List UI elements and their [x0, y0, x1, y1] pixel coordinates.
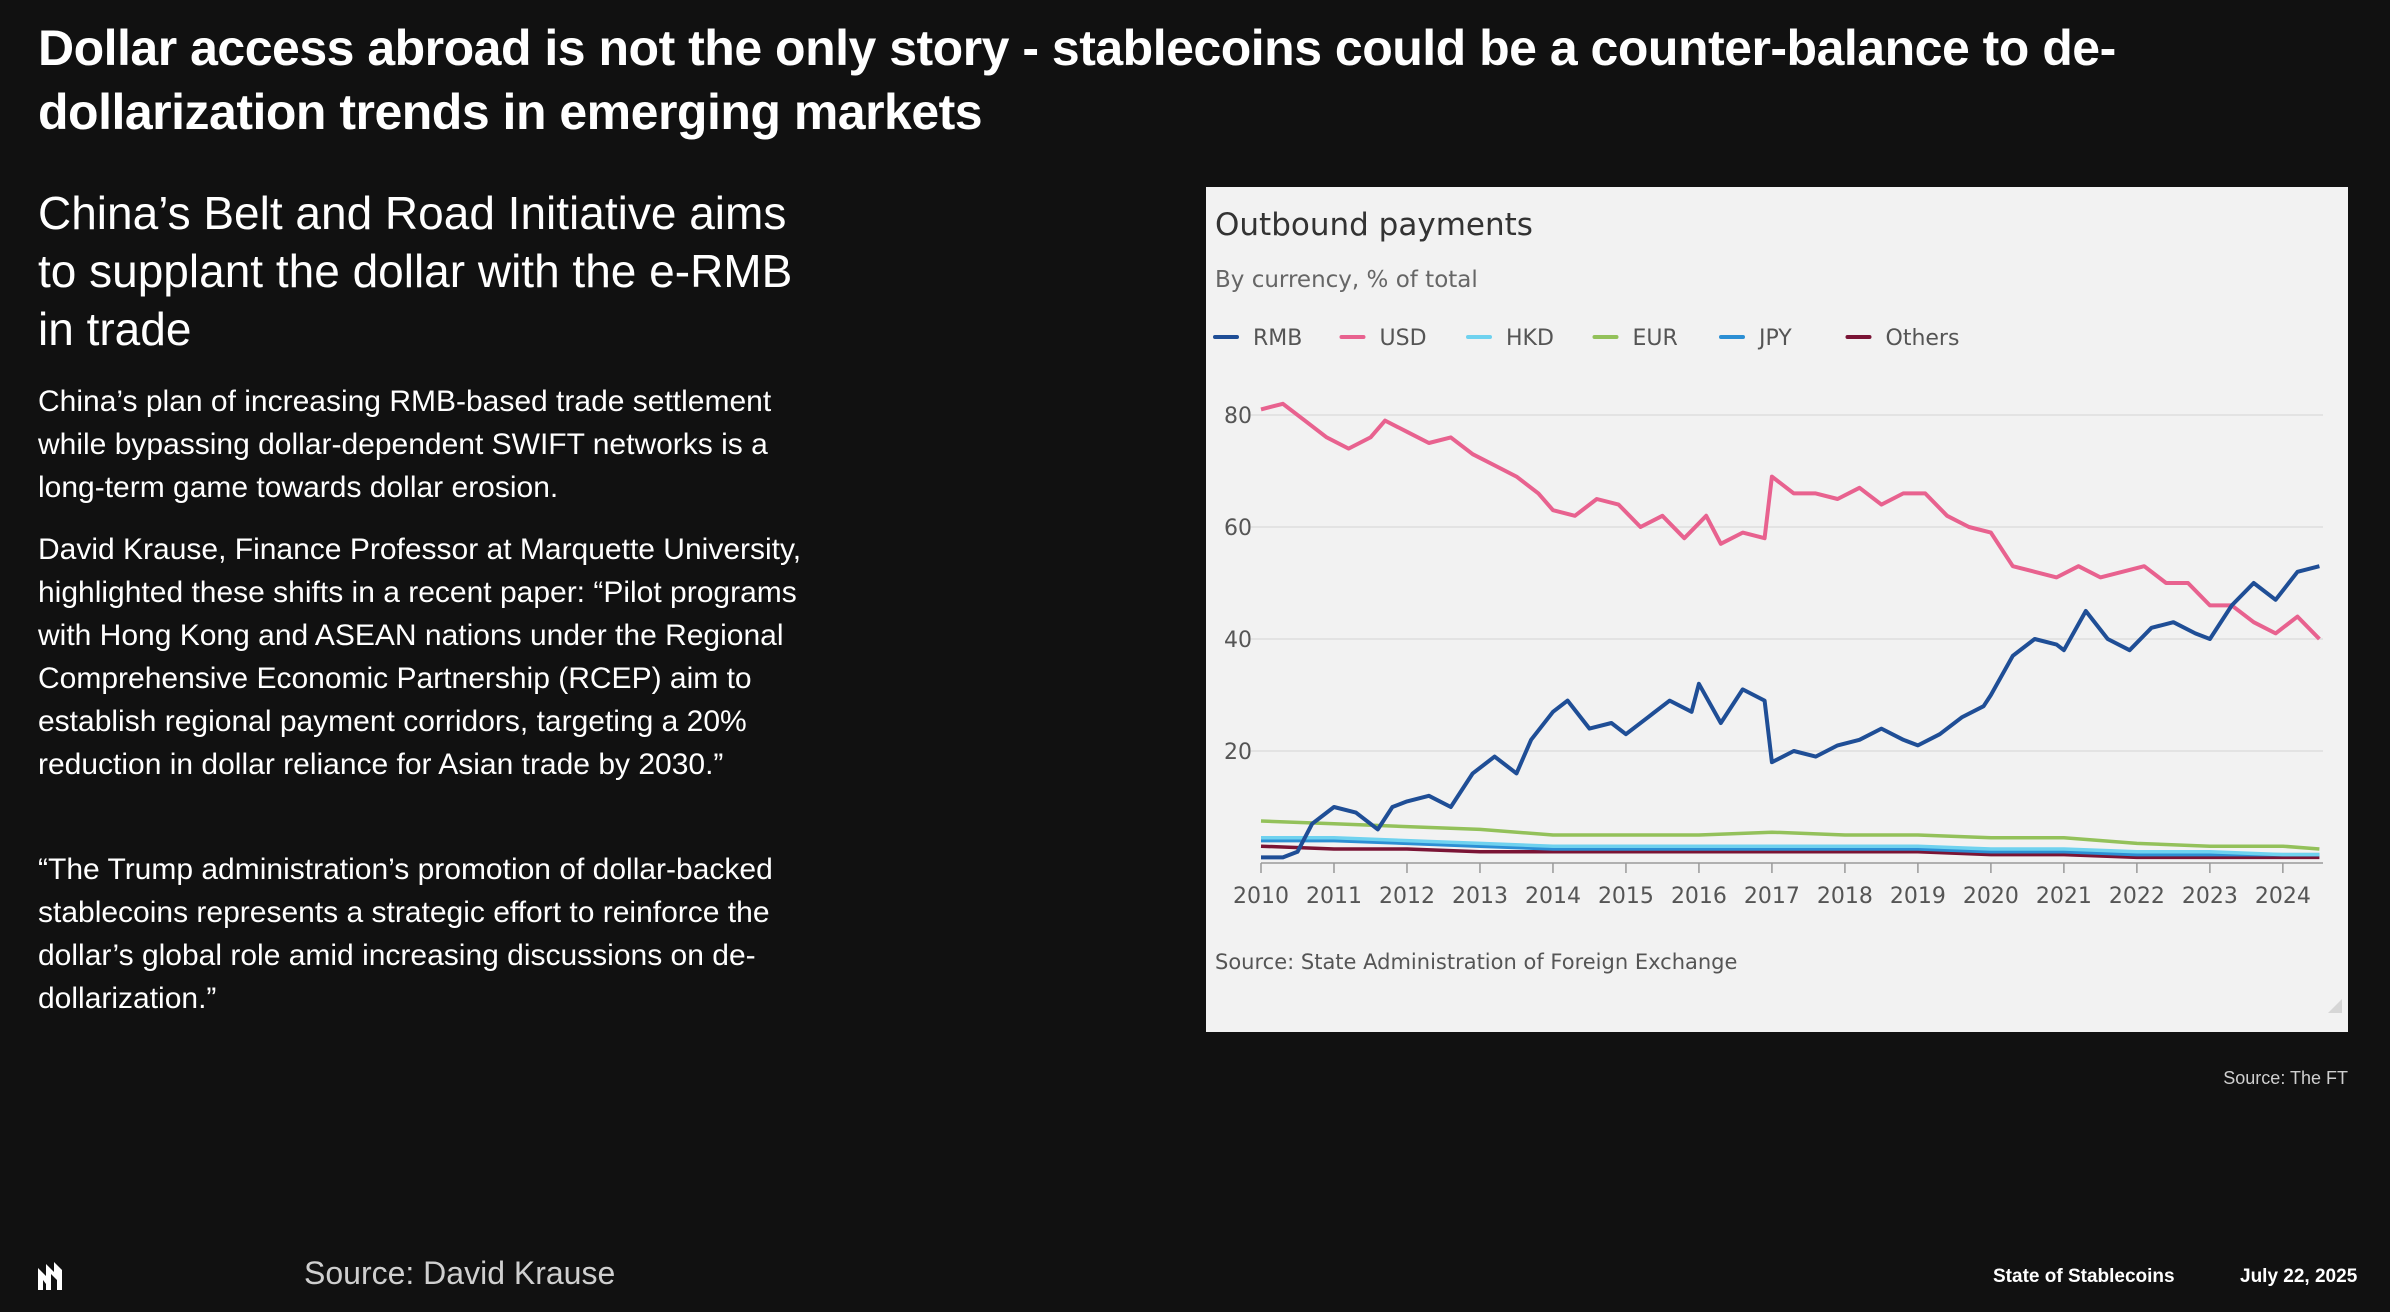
x-tick-label: 2014	[1525, 884, 1581, 909]
outbound-payments-chart: Outbound payments By currency, % of total…	[1206, 187, 2348, 1032]
x-tick-label: 2013	[1452, 884, 1508, 909]
paragraph-rmb-plan: China’s plan of increasing RMB-based tra…	[38, 385, 772, 504]
series-line-usd	[1260, 401, 2321, 641]
page-title: Dollar access abroad is not the only sto…	[38, 20, 2116, 140]
x-tick-label: 2010	[1233, 884, 1289, 909]
x-tick-label: 2020	[1963, 884, 2019, 909]
x-tick-label: 2015	[1598, 884, 1654, 909]
footer-report-name: State of Stablecoins	[1993, 1266, 2175, 1287]
chart-canvas: Outbound payments By currency, % of total…	[1213, 207, 2342, 1013]
y-tick-label: 60	[1224, 516, 1252, 541]
y-tick-label: 80	[1224, 404, 1252, 429]
legend-label-usd: USD	[1380, 326, 1427, 351]
chart-source: Source: State Administration of Foreign …	[1215, 950, 1737, 974]
series-line-jpy	[1261, 838, 2320, 857]
paragraph-krause-quote: David Krause, Finance Professor at Marqu…	[38, 533, 802, 781]
section-subheading: China’s Belt and Road Initiative aims to…	[38, 187, 793, 355]
series-line-eur	[1260, 819, 2320, 851]
x-tick-label: 2019	[1890, 884, 1946, 909]
legend-label-jpy: JPY	[1757, 326, 1792, 351]
legend-label-hkd: HKD	[1506, 326, 1554, 351]
y-tick-label: 20	[1224, 740, 1252, 765]
panel-corner-marker	[2328, 999, 2342, 1013]
x-tick-label: 2021	[2036, 884, 2092, 909]
x-tick-label: 2022	[2109, 884, 2165, 909]
x-tick-label: 2017	[1744, 884, 1800, 909]
x-tick-label: 2024	[2255, 884, 2311, 909]
series-line-others	[1260, 844, 2320, 860]
legend-label-rmb: RMB	[1253, 326, 1302, 351]
x-tick-label: 2018	[1817, 884, 1873, 909]
x-tick-label: 2016	[1671, 884, 1727, 909]
brand-logo-icon	[38, 1262, 70, 1295]
x-tick-label: 2023	[2182, 884, 2238, 909]
x-tick-label: 2011	[1306, 884, 1362, 909]
legend-label-others: Others	[1886, 326, 1960, 351]
y-tick-label: 40	[1224, 628, 1252, 653]
series-line-rmb	[1261, 564, 2320, 860]
chart-subtitle: By currency, % of total	[1215, 267, 1478, 293]
footer-date: July 22, 2025	[2240, 1266, 2358, 1287]
paragraph-stablecoin-quote: “The Trump administration’s promotion of…	[38, 853, 773, 1015]
footer-source: Source: David Krause	[304, 1255, 616, 1291]
legend-label-eur: EUR	[1633, 326, 1678, 351]
x-tick-label: 2012	[1379, 884, 1435, 909]
series-line-hkd	[1261, 836, 2320, 857]
chart-title: Outbound payments	[1215, 207, 1533, 243]
chart-credit: Source: The FT	[2223, 1068, 2348, 1088]
